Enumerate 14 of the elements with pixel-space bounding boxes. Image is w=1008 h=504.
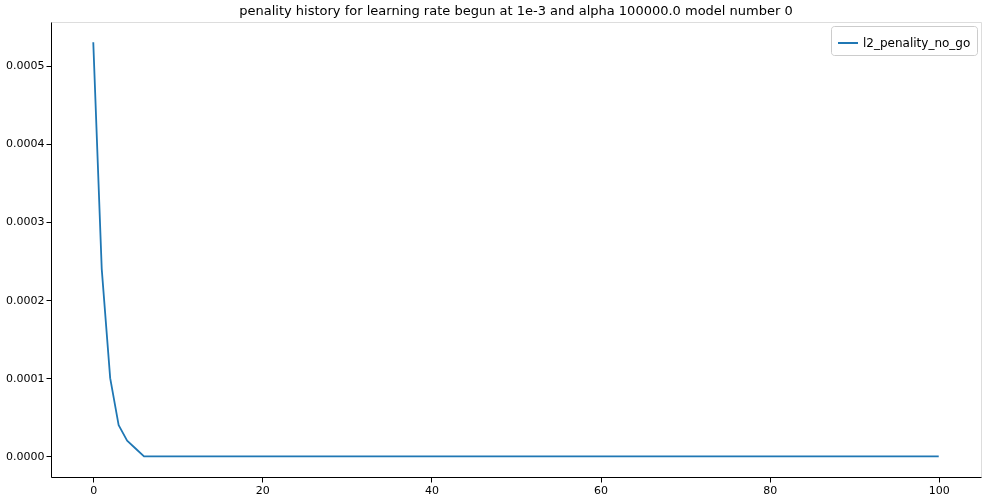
x-tick-label: 0 xyxy=(90,483,98,497)
y-tick-label: 0.0004 xyxy=(6,137,45,151)
legend-label: l2_penality_no_go xyxy=(863,36,971,50)
y-tick-label: 0.0000 xyxy=(6,449,45,463)
y-tick-label: 0.0003 xyxy=(6,215,45,229)
y-tick-label: 0.0005 xyxy=(6,59,45,73)
y-tick-label: 0.0001 xyxy=(6,371,45,385)
x-tick-label: 20 xyxy=(255,483,270,497)
y-tick-label: 0.0002 xyxy=(6,293,45,307)
x-tick-label: 40 xyxy=(424,483,439,497)
x-tick-label: 80 xyxy=(763,483,778,497)
x-tick-label: 100 xyxy=(928,483,950,497)
x-tick-label: 60 xyxy=(594,483,609,497)
chart-title: penality history for learning rate begun at 1e-3 and alpha 100000.0 model number 0 xyxy=(239,3,793,18)
